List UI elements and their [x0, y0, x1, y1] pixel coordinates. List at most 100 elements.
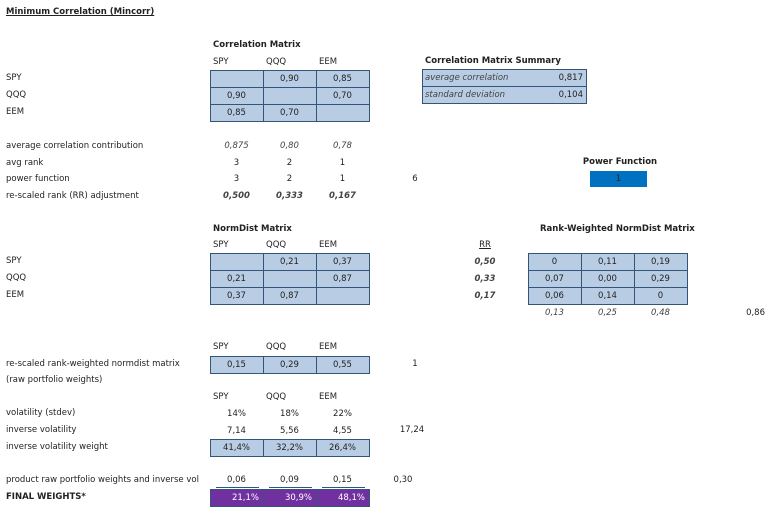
cell-box — [316, 287, 370, 305]
cell: 0,78 — [333, 141, 352, 151]
cell-box — [316, 439, 370, 457]
cell: 1 — [339, 174, 346, 185]
rr-value: 0,17 — [474, 291, 496, 301]
column-header: SPY — [213, 342, 229, 352]
row-label: SPY — [6, 73, 22, 83]
cell: 0,09 — [280, 475, 299, 485]
cell: 0,500 — [223, 190, 250, 201]
cell: 0,85 — [227, 108, 246, 118]
cell: 0,21 — [227, 274, 246, 284]
cell: 30,9% — [284, 493, 312, 503]
cell: 0,14 — [598, 291, 617, 301]
row-label: QQQ — [6, 273, 27, 283]
matrix-title: Correlation Matrix — [213, 40, 301, 50]
underline — [216, 487, 259, 488]
matrix-title: NormDist Matrix — [213, 224, 292, 234]
cell: 0,87 — [333, 274, 352, 284]
column-header: SPY — [213, 392, 229, 402]
cell: 0,90 — [227, 91, 246, 101]
column-header: QQQ — [266, 240, 287, 250]
row-label: product raw portfolio weights and invers… — [6, 475, 199, 485]
cell: 0,70 — [280, 108, 299, 118]
row-label: re-scaled rank-weighted normdist matrix — [6, 359, 180, 369]
cell: 0,85 — [333, 74, 352, 84]
title: Minimum Correlation (Mincorr) — [6, 7, 155, 17]
row-total: 6 — [412, 174, 418, 185]
underline — [269, 487, 312, 488]
cell: 0,06 — [227, 475, 246, 485]
cell: 18% — [280, 409, 299, 419]
column-header: QQQ — [266, 342, 287, 352]
cell: 2 — [286, 157, 293, 168]
row-label: avg rank — [6, 157, 44, 168]
summary-value: 0,817 — [558, 73, 583, 83]
rr-header: RR — [479, 240, 491, 250]
cell: 0,29 — [651, 274, 670, 284]
cell: 32,2% — [275, 443, 303, 453]
column-total: 0,13 — [545, 308, 564, 318]
summary-label: standard deviation — [425, 90, 506, 100]
cell: 2 — [286, 174, 293, 185]
row-label: EEM — [6, 290, 25, 300]
cell-box — [263, 270, 317, 288]
cell-box — [634, 287, 688, 305]
cell: 0,15 — [227, 360, 246, 370]
cell-box — [210, 253, 264, 271]
cell: 1 — [339, 157, 346, 168]
cell: 0,11 — [598, 257, 617, 267]
grand-total: 0,86 — [746, 308, 765, 318]
row-label: inverse volatility weight — [6, 442, 108, 452]
row-label: re-scaled rank (RR) adjustment — [6, 190, 139, 201]
cell: 5,56 — [280, 426, 299, 436]
summary-label: average correlation — [425, 73, 509, 83]
cell: 0,333 — [276, 190, 303, 201]
column-header: EEM — [319, 392, 338, 402]
rr-value: 0,33 — [474, 274, 496, 284]
cell: 4,55 — [333, 426, 352, 436]
cell: 0,875 — [224, 141, 249, 151]
cell: 0,37 — [227, 291, 246, 301]
cell: 7,14 — [227, 426, 246, 436]
cell-box — [316, 356, 370, 374]
column-header: EEM — [319, 342, 338, 352]
cell: 0,70 — [333, 91, 352, 101]
summary-value: 0,104 — [558, 90, 583, 100]
cell: 21,1% — [231, 493, 259, 503]
row-total: 1 — [412, 359, 418, 369]
row-label: power function — [6, 174, 70, 185]
cell: 0,07 — [545, 274, 564, 284]
column-header: EEM — [319, 57, 338, 67]
cell: 0,55 — [333, 360, 352, 370]
cell: 22% — [333, 409, 352, 419]
cell: 0,15 — [333, 475, 352, 485]
cell: 41,4% — [222, 443, 250, 453]
cell: 0,167 — [329, 190, 356, 201]
cell: 0,00 — [598, 274, 617, 284]
power-value: 1 — [615, 174, 622, 184]
cell: 26,4% — [328, 443, 356, 453]
column-header: QQQ — [266, 57, 287, 67]
summary-title: Correlation Matrix Summary — [425, 56, 561, 66]
column-header: EEM — [319, 240, 338, 250]
cell: 0,37 — [333, 257, 352, 267]
row-label: volatility (stdev) — [6, 408, 76, 418]
cell-box — [316, 489, 370, 507]
cell-box — [316, 104, 370, 122]
cell: 0,80 — [280, 141, 299, 151]
cell-box — [422, 86, 587, 104]
cell: 0,87 — [280, 291, 299, 301]
cell: 0,29 — [280, 360, 299, 370]
column-header: SPY — [213, 240, 229, 250]
row-total: 0,30 — [393, 475, 413, 485]
column-total: 0,25 — [598, 308, 617, 318]
row-label: QQQ — [6, 90, 27, 100]
column-header: SPY — [213, 57, 229, 67]
cell: 0,21 — [280, 257, 299, 267]
row-label: average correlation contribution — [6, 141, 144, 151]
cell: 48,1% — [337, 493, 365, 503]
cell: 0,90 — [280, 74, 299, 84]
cell: 14% — [227, 409, 246, 419]
cell: 0 — [551, 257, 558, 267]
column-header: QQQ — [266, 392, 287, 402]
